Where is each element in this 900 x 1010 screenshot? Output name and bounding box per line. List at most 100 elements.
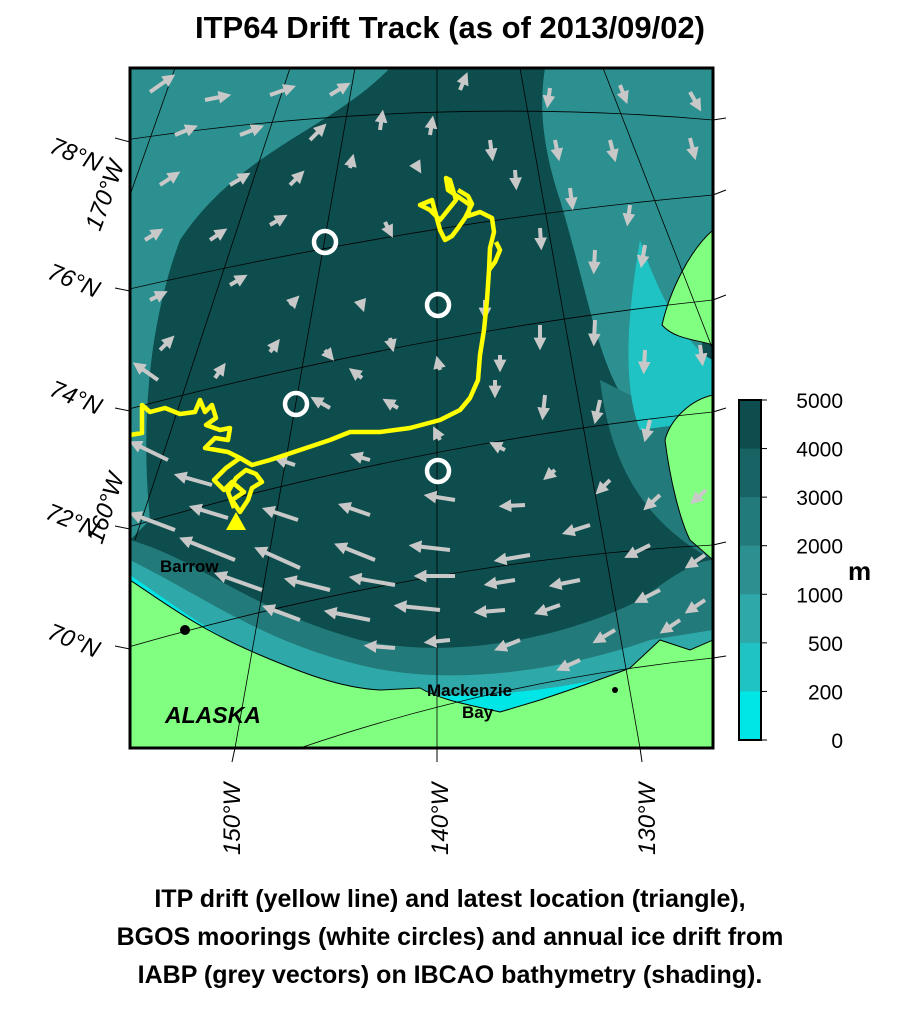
ice-vector <box>636 244 650 269</box>
ice-vector <box>564 187 578 211</box>
ice-vector <box>267 338 280 354</box>
lon-label-140w: 140°W <box>427 780 454 855</box>
ice-vector <box>179 536 236 562</box>
ice-vector <box>606 139 619 163</box>
ice-vector <box>542 87 556 109</box>
ice-vector <box>348 572 396 587</box>
ice-vector <box>686 137 699 161</box>
ice-vector <box>285 295 300 310</box>
ice-vector <box>143 228 164 242</box>
ice-vector <box>268 214 288 227</box>
ice-vector <box>533 603 561 616</box>
ice-vector <box>174 124 198 137</box>
ice-vector <box>473 605 506 618</box>
lon-label-130w: 130°W <box>634 780 661 855</box>
ice-vector <box>498 499 526 513</box>
ice-vector <box>381 221 393 238</box>
ice-vector <box>483 576 516 590</box>
caption-line-3: IABP (grey vectors) on IBCAO bathymetry … <box>137 961 763 989</box>
ice-vector <box>688 91 702 112</box>
ice-vector <box>534 227 547 251</box>
ice-vector <box>273 455 296 469</box>
colorbar-swatch <box>739 691 761 741</box>
ice-vector <box>348 368 364 381</box>
lat-label-70n: 70°N <box>44 619 104 664</box>
ice-vector <box>494 638 521 652</box>
ice-vector <box>537 394 551 421</box>
ice-vector <box>261 505 299 522</box>
meridian-120W <box>602 68 713 351</box>
colorbar-tick-label: 5000 <box>796 390 843 413</box>
caption-line-2: BGOS moorings (white circles) and annual… <box>116 923 784 951</box>
ice-vector <box>659 618 682 634</box>
map-title: ITP64 Drift Track (as of 2013/09/02) <box>194 10 706 45</box>
ice-vector <box>548 577 581 591</box>
ice-vector <box>308 123 327 142</box>
bathymetry-slope-outer <box>130 68 390 540</box>
ice-vector <box>130 441 169 462</box>
ice-vector <box>334 542 376 562</box>
ice-vector <box>550 139 564 162</box>
ice-vector <box>408 540 451 554</box>
ice-vector <box>591 399 604 425</box>
lon-label-160w: 160°W <box>82 468 131 547</box>
bgos-moorings <box>282 228 452 485</box>
parallel-72N <box>130 411 713 527</box>
ice-vector <box>424 115 438 136</box>
ice-vector <box>382 398 400 411</box>
ice-vector <box>239 124 264 137</box>
colorbar-tick-label: 0 <box>831 730 843 753</box>
colorbar-unit: m <box>848 556 871 586</box>
caption-line-1: ITP drift (yellow line) and latest locat… <box>154 885 746 913</box>
colorbar-tick-label: 1000 <box>796 584 843 607</box>
bathymetry-east-shallow <box>628 240 713 430</box>
meridian-160W <box>134 68 291 541</box>
colorbar-swatch <box>739 642 761 692</box>
ice-drift-vectors <box>130 72 708 672</box>
ice-vector <box>384 337 397 353</box>
lat-label-76n: 76°N <box>44 259 104 304</box>
ice-vector <box>433 426 445 441</box>
ice-vector <box>353 297 367 313</box>
ice-vector <box>556 658 581 672</box>
latest-location-triangle <box>226 512 246 530</box>
meridian-170W <box>130 68 176 196</box>
ice-vector <box>493 552 531 566</box>
land-alaska <box>130 579 713 748</box>
mooring-circle <box>424 291 452 319</box>
ice-vector <box>484 139 498 162</box>
frame-ticks <box>114 117 727 763</box>
ice-vector <box>349 451 371 464</box>
colorbar-swatch <box>739 545 761 595</box>
ice-vector <box>149 291 168 303</box>
colorbar-swatch <box>739 448 761 498</box>
ice-vector <box>587 319 601 347</box>
parallel-76N <box>130 194 713 290</box>
ice-vector <box>158 171 181 187</box>
ice-vector <box>634 588 661 603</box>
ice-vector <box>188 503 229 520</box>
ice-vector <box>694 344 708 367</box>
parallel-78N <box>130 110 713 140</box>
place-label-barrow: Barrow <box>160 557 219 576</box>
ice-vector <box>283 575 331 592</box>
ice-vector <box>592 628 617 644</box>
ice-vector <box>323 606 371 622</box>
ice-vector <box>344 153 357 169</box>
colorbar-swatch <box>739 497 761 547</box>
mooring-circle <box>424 457 452 485</box>
ice-vector <box>228 172 251 187</box>
ice-vector <box>213 571 263 592</box>
colorbar-tick-label: 200 <box>808 681 843 704</box>
ice-vector <box>363 640 396 653</box>
ice-vector <box>684 553 707 569</box>
ice-vector <box>130 511 176 532</box>
parallel-68N <box>299 657 713 748</box>
itp-drift-track-loop <box>211 456 265 515</box>
ice-vector <box>489 442 506 454</box>
ice-vector <box>328 82 351 97</box>
colorbar-tick-label: 3000 <box>796 487 843 510</box>
ice-vector <box>643 493 662 511</box>
ice-vector <box>616 84 629 104</box>
